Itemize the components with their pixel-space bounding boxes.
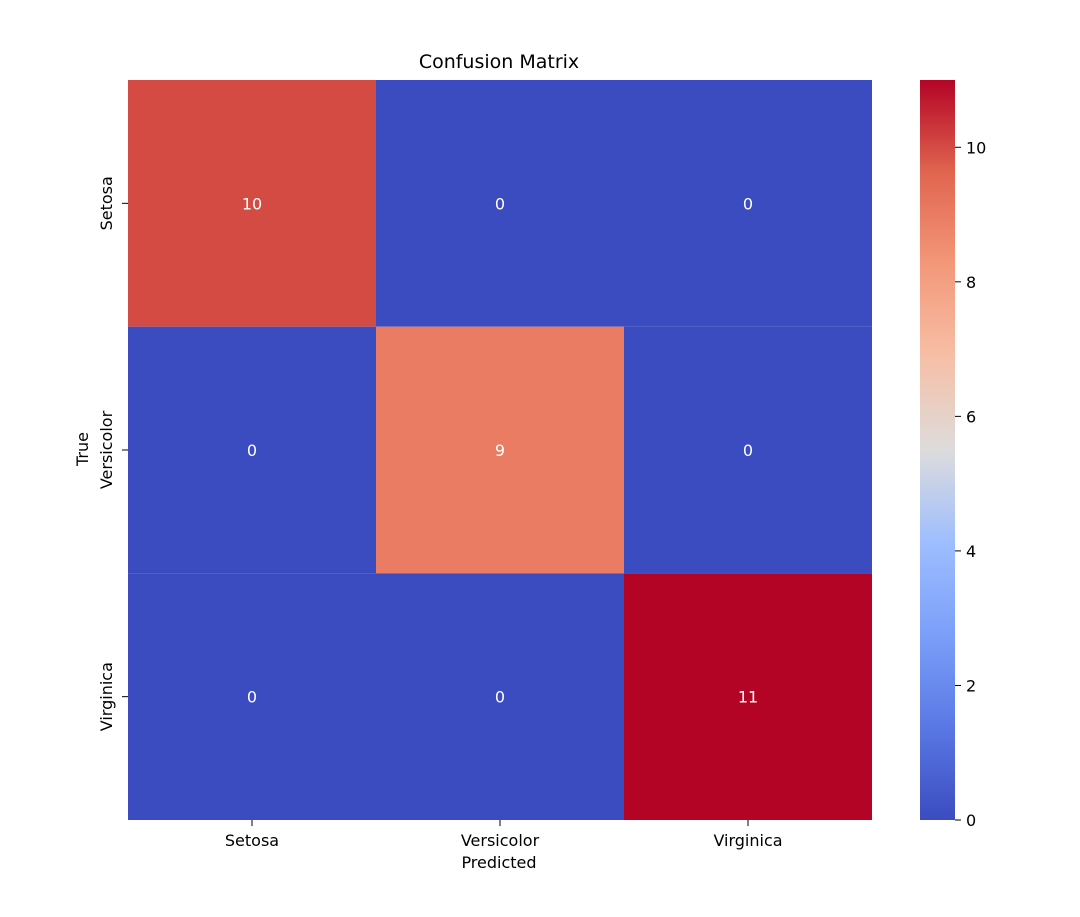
colorbar: 0 2 4 6 8 10 — [920, 80, 986, 830]
x-tick-label: Versicolor — [461, 831, 540, 850]
y-tick-label: Setosa — [97, 176, 116, 230]
x-axis-label: Predicted — [461, 853, 536, 872]
x-axis-ticks: Setosa Versicolor Virginica — [225, 820, 783, 850]
heatmap-cell-label: 0 — [247, 441, 257, 460]
y-axis-label: True — [73, 432, 92, 467]
colorbar-tick-label: 2 — [966, 676, 976, 695]
heatmap-cell — [128, 326, 376, 574]
heatmap-cell-label: 0 — [495, 688, 505, 707]
heatmap-cell — [376, 326, 624, 574]
heatmap-cell — [624, 573, 872, 820]
chart-title: Confusion Matrix — [419, 51, 579, 73]
heatmap-cell — [376, 573, 624, 820]
colorbar-gradient — [920, 80, 955, 820]
heatmap-cell — [128, 573, 376, 820]
x-tick-label: Virginica — [713, 831, 782, 850]
heatmap-cell-label: 0 — [247, 688, 257, 707]
colorbar-tick-label: 0 — [966, 811, 976, 830]
heatmap-cells: 10 0 0 0 9 0 0 0 11 — [128, 80, 872, 820]
colorbar-tick-label: 8 — [966, 273, 976, 292]
colorbar-tick-label: 6 — [966, 407, 976, 426]
heatmap-cell-label: 10 — [242, 194, 262, 213]
heatmap-cell-label: 0 — [743, 194, 753, 213]
colorbar-ticks: 0 2 4 6 8 10 — [955, 138, 986, 830]
heatmap-cell-label: 0 — [495, 194, 505, 213]
heatmap-cell-label: 9 — [495, 441, 505, 460]
heatmap-cell — [376, 80, 624, 327]
heatmap-cell-label: 0 — [743, 441, 753, 460]
y-tick-label: Virginica — [97, 662, 116, 731]
heatmap-cell-label: 11 — [738, 688, 758, 707]
colorbar-tick-label: 4 — [966, 542, 976, 561]
y-tick-label: Versicolor — [97, 410, 116, 489]
x-tick-label: Setosa — [225, 831, 279, 850]
y-axis-ticks: Setosa Versicolor Virginica — [97, 176, 128, 731]
heatmap-cell — [128, 80, 376, 327]
heatmap-cell — [624, 80, 872, 327]
heatmap-cell — [624, 326, 872, 574]
colorbar-tick-label: 10 — [966, 138, 986, 157]
